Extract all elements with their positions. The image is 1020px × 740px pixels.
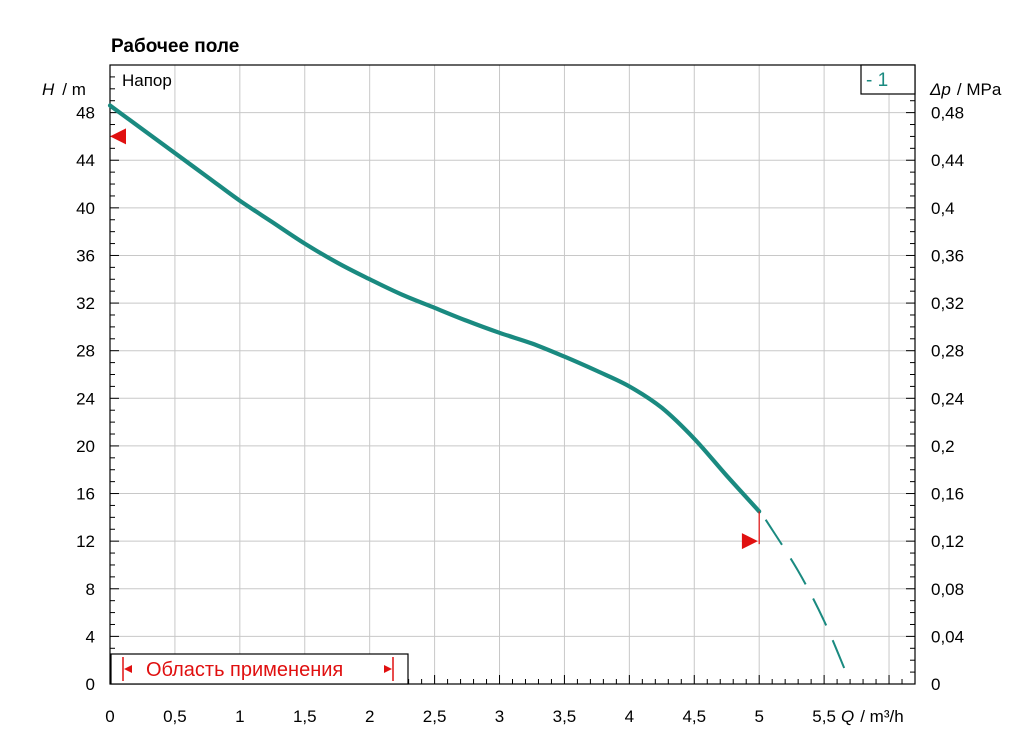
- y-axis-unit: / m: [62, 80, 86, 99]
- y2-axis-symbol: Δp: [929, 80, 951, 99]
- x-tick-label: 0,5: [163, 707, 187, 726]
- y-tick-label: 4: [86, 627, 95, 646]
- x-tick-label: 3,5: [553, 707, 577, 726]
- x-axis-symbol: Q: [841, 707, 854, 726]
- range-left-arrow: [124, 665, 132, 673]
- x-tick-label: 0: [105, 707, 114, 726]
- y-axis-symbol: H: [42, 80, 55, 99]
- axis-ticks: [110, 76, 915, 684]
- series-extrapolation-dashed: [764, 519, 846, 671]
- grid-lines: [110, 65, 915, 684]
- y2-tick-label: 0,04: [931, 627, 964, 646]
- y2-axis-unit: / MPa: [957, 80, 1002, 99]
- y2-tick-label: 0,32: [931, 294, 964, 313]
- x-tick-labels: 0 0,5 1 1,5 2 2,5 3 3,5 4 4,5 5 5,5: [105, 707, 836, 726]
- x-tick-label: 5: [754, 707, 763, 726]
- y2-tick-label: 0,4: [931, 199, 955, 218]
- x-tick-label: 1: [235, 707, 244, 726]
- y2-tick-label: 0,36: [931, 246, 964, 265]
- application-range-label: Область применения: [146, 659, 343, 681]
- y-tick-label: 24: [76, 389, 95, 408]
- y2-tick-label: 0,24: [931, 389, 964, 408]
- y2-tick-label: 0,44: [931, 151, 964, 170]
- plot-frame: [109, 64, 916, 685]
- y-tick-label: 32: [76, 294, 95, 313]
- y2-tick-label: 0,2: [931, 437, 955, 456]
- y-tick-label: 36: [76, 246, 95, 265]
- y2-tick-label: 0,12: [931, 532, 964, 551]
- y-tick-label: 44: [76, 151, 95, 170]
- legend: - 1: [860, 64, 916, 95]
- application-range: Область применения: [110, 653, 409, 685]
- x-tick-label: 4,5: [682, 707, 706, 726]
- operating-marker-left: [110, 128, 126, 145]
- legend-box: [860, 64, 916, 95]
- y2-tick-label: 0,28: [931, 342, 964, 361]
- chart-title: Рабочее поле: [111, 36, 239, 57]
- y-tick-label: 40: [76, 199, 95, 218]
- y-tick-label: 0: [86, 675, 95, 694]
- y2-tick-label: 0,16: [931, 485, 964, 504]
- y2-tick-label: 0,08: [931, 580, 964, 599]
- operating-marker-right: [741, 533, 758, 550]
- series-line-head: [107, 103, 762, 514]
- x-tick-label: 5,5: [812, 707, 836, 726]
- x-tick-label: 3: [495, 707, 504, 726]
- x-axis-unit: / m³/h: [860, 707, 903, 726]
- legend-entry: - 1: [866, 70, 888, 91]
- x-tick-label: 2: [365, 707, 374, 726]
- operating-markers: [110, 128, 758, 550]
- y-axis-label: H / m: [42, 80, 86, 99]
- y-tick-label: 20: [76, 437, 95, 456]
- y2-tick-labels: 0 0,04 0,08 0,12 0,16 0,2 0,24 0,28 0,32 0,36 0,4 0…: [931, 104, 964, 694]
- y-tick-label: 28: [76, 342, 95, 361]
- range-right-arrow: [384, 665, 392, 673]
- x-tick-label: 1,5: [293, 707, 317, 726]
- curve-label: Напор: [122, 71, 172, 90]
- y-tick-label: 8: [86, 580, 95, 599]
- y2-axis-label: Δp / MPa: [929, 80, 1002, 99]
- y2-tick-label: 0,48: [931, 104, 964, 123]
- y-tick-label: 16: [76, 485, 95, 504]
- y-tick-label: 12: [76, 532, 95, 551]
- x-axis-label: Q / m³/h: [841, 707, 904, 726]
- x-tick-label: 4: [625, 707, 634, 726]
- y-tick-label: 48: [76, 104, 95, 123]
- x-tick-label: 2,5: [423, 707, 447, 726]
- application-range-box: [110, 653, 409, 685]
- y2-tick-label: 0: [931, 675, 940, 694]
